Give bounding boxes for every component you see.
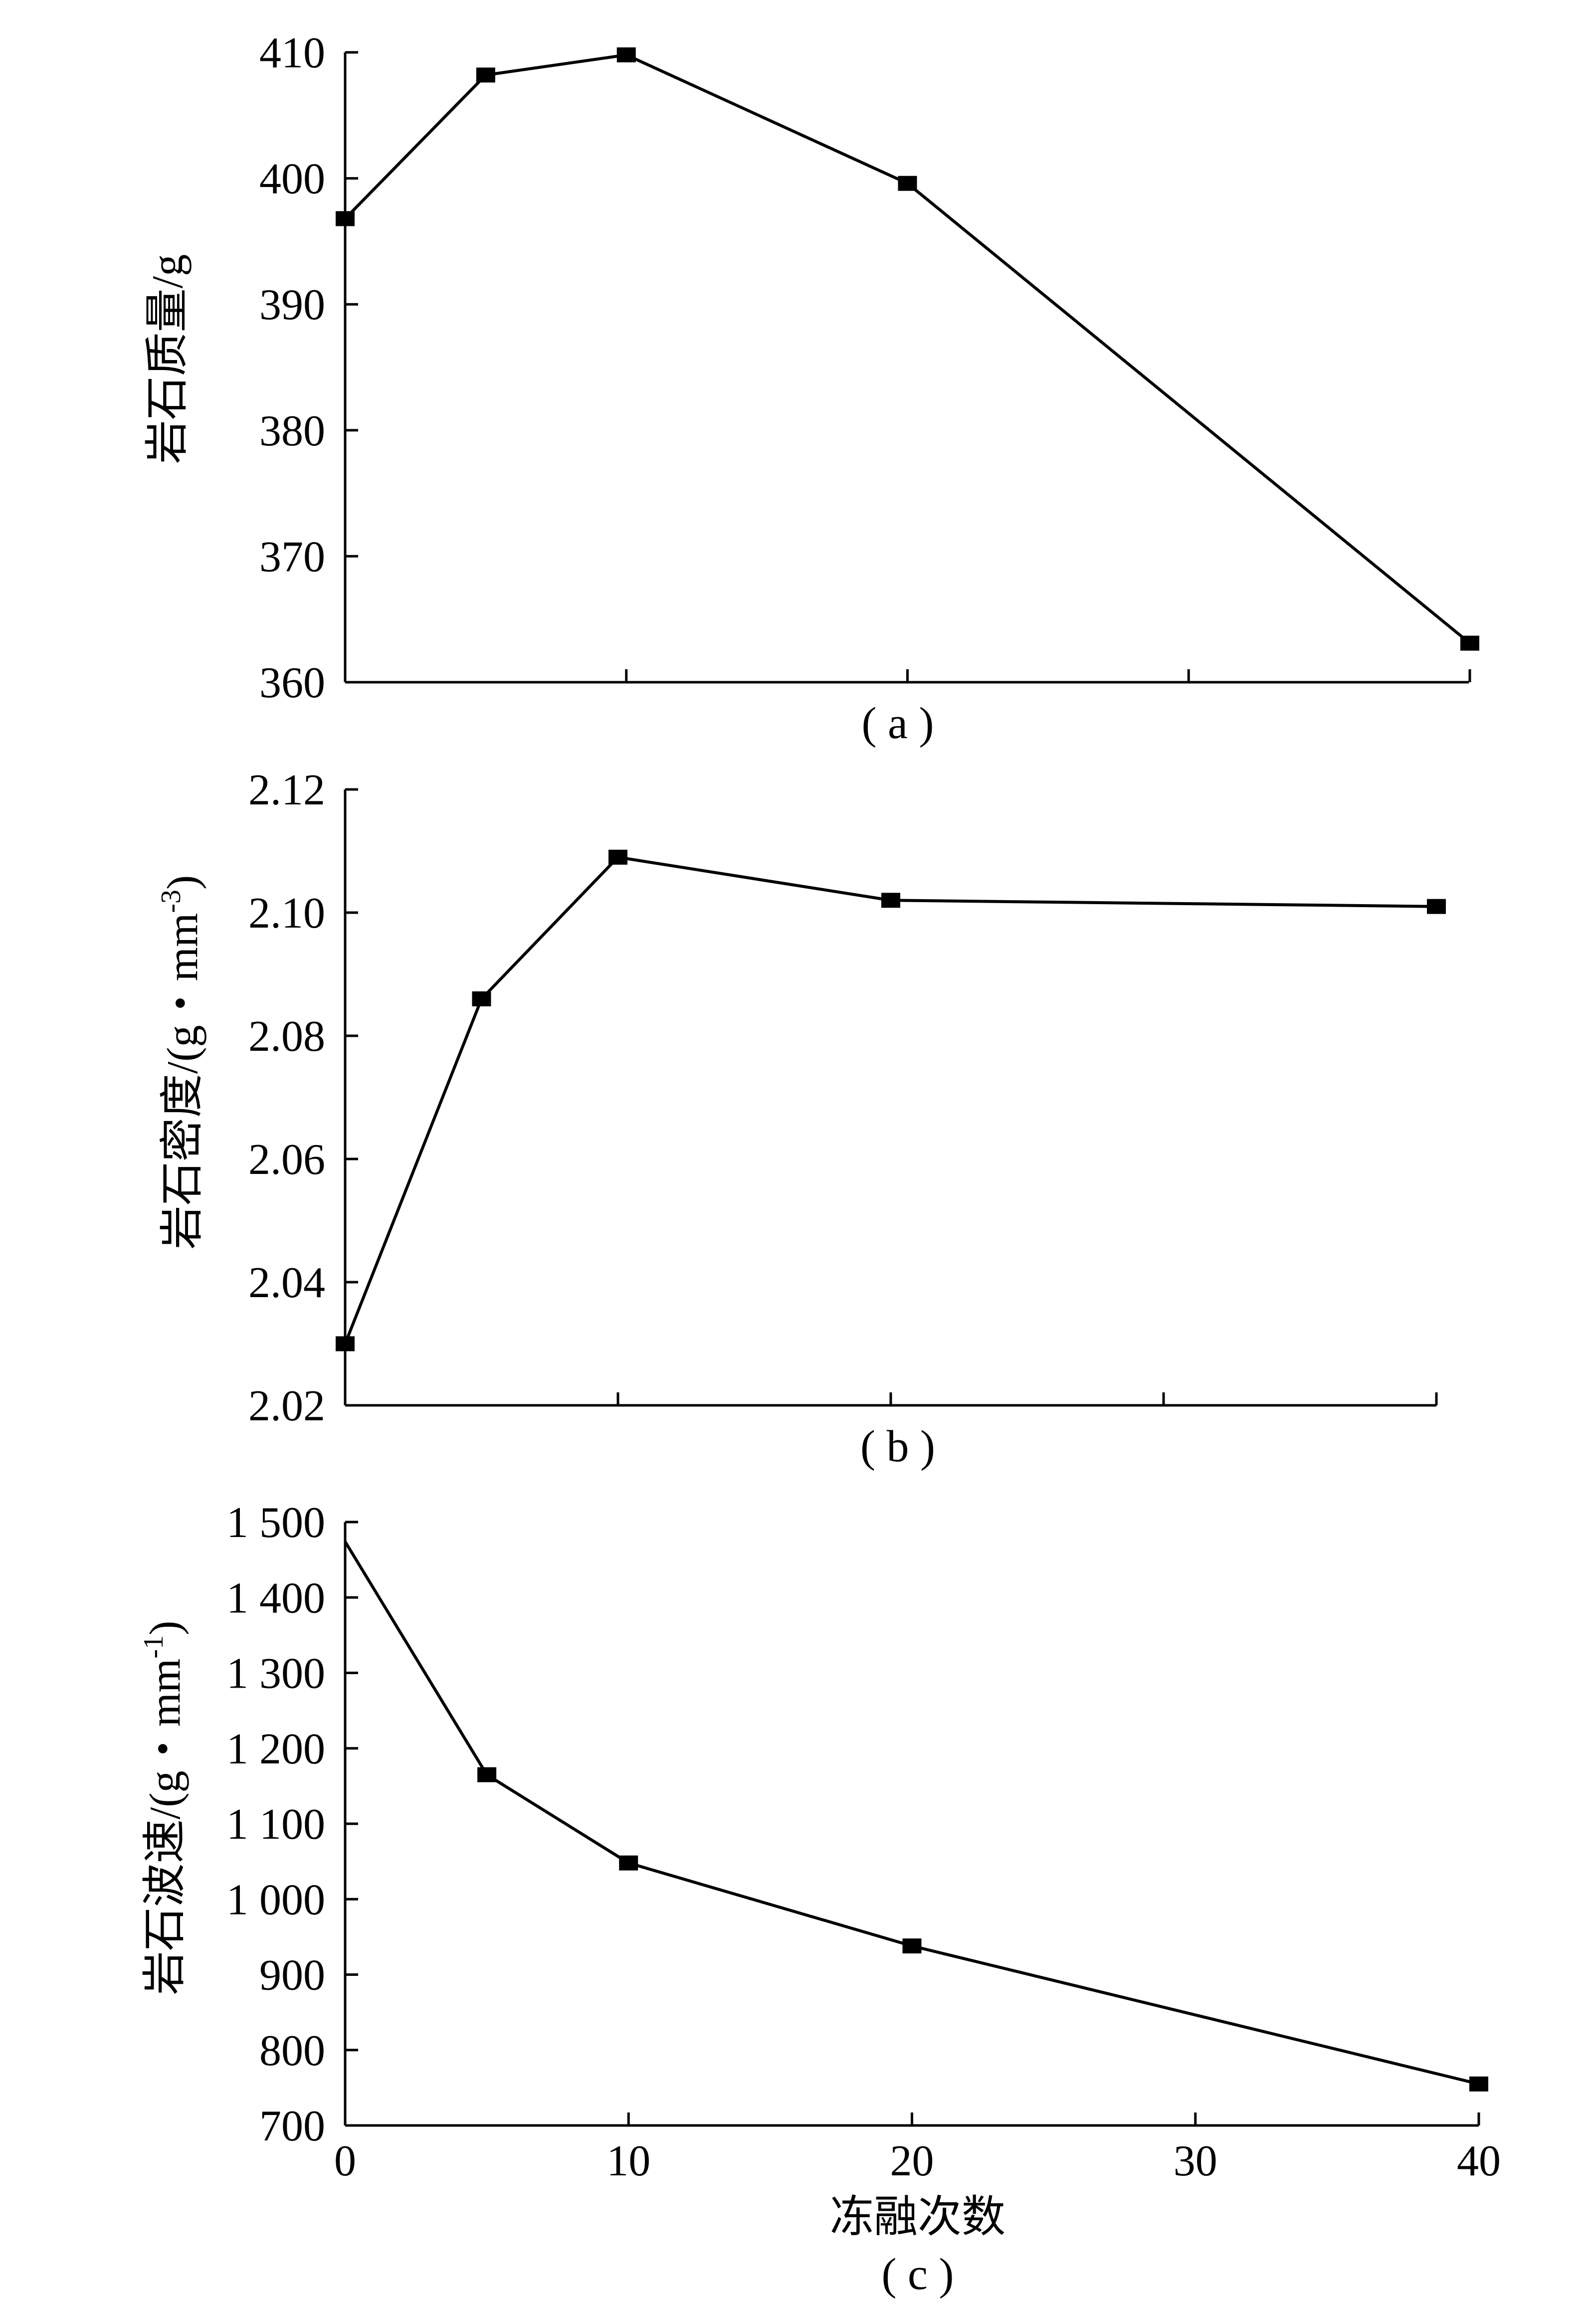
- y-tick-label-c: 800: [259, 2027, 325, 2075]
- data-point-b: [881, 893, 900, 908]
- y-tick-label-b: 2.12: [248, 766, 325, 814]
- data-point-a: [616, 47, 636, 63]
- y-tick-label-a: 380: [259, 407, 325, 455]
- x-tick-label-c: 0: [334, 2137, 356, 2185]
- y-tick-label-b: 2.06: [248, 1136, 325, 1184]
- y-tick-label-c: 900: [259, 1951, 325, 2000]
- y-tick-label-b: 2.08: [248, 1012, 325, 1061]
- x-tick-label-c: 30: [1174, 2137, 1217, 2185]
- series-line-a: [344, 53, 1471, 645]
- panel-label-c: ( c ): [882, 2250, 954, 2299]
- panel-b: 岩石密度/(g・mm-3) ( b ) 2.02 2.04 2.06 2.08 2.10…: [156, 766, 1446, 1471]
- data-point-a: [336, 211, 355, 226]
- y-tick-label-a: 390: [259, 281, 325, 329]
- data-point-a: [898, 176, 917, 191]
- data-point-b: [1427, 899, 1446, 914]
- y-tick-label-a: 400: [259, 155, 325, 203]
- y-tick-label-b: 2.04: [248, 1259, 325, 1307]
- data-point-c: [902, 1938, 922, 1954]
- y-tick-label-c: 1 300: [226, 1650, 325, 1698]
- y-axis-title-c-main: 岩石波速/(g・mm: [141, 1659, 190, 1995]
- data-point-b: [472, 991, 491, 1006]
- y-tick-label-c: 700: [259, 2102, 325, 2150]
- data-point-a: [1460, 635, 1479, 651]
- y-axis-title-c-end: ): [141, 1621, 190, 1635]
- series-line-c: [344, 1540, 1479, 2086]
- x-tick-label-c: 20: [890, 2137, 934, 2185]
- y-tick-label-c: 1 200: [226, 1725, 325, 1773]
- y-tick-label-a: 360: [259, 659, 325, 707]
- panel-label-a: ( a ): [862, 699, 934, 748]
- y-axis-title-c-sup: -1: [138, 1635, 169, 1659]
- y-axis-title-b: 岩石密度/(g・mm-3): [156, 875, 207, 1250]
- y-tick-label-b: 2.10: [248, 889, 325, 938]
- y-tick-label-b: 2.02: [248, 1382, 325, 1430]
- panel-c: 岩石波速/(g・mm-1) 冻融次数 ( c ) 700 800 900 1 000 1…: [138, 1499, 1501, 2299]
- y-axis-title-b-sup: -3: [156, 890, 187, 913]
- y-axis-title-b-main: 岩石密度/(g・mm: [159, 913, 207, 1250]
- panel-label-b: ( b ): [860, 1422, 935, 1471]
- y-axis-title-a: 岩石质量/g: [144, 254, 192, 464]
- x-tick-label-c: 10: [606, 2137, 650, 2185]
- data-point-c: [619, 1855, 638, 1871]
- y-tick-label-c: 1 000: [226, 1876, 325, 1924]
- data-point-c: [477, 1767, 497, 1782]
- y-tick-label-a: 370: [259, 533, 325, 581]
- y-axis-title-b-end: ): [159, 875, 207, 890]
- panel-a: 岩石质量/g ( a ) 360 370 380 390 400 410: [144, 29, 1479, 748]
- series-line-b: [344, 855, 1437, 1344]
- data-point-c: [1469, 2076, 1488, 2092]
- y-tick-label-a: 410: [259, 29, 325, 77]
- y-axis-title-c: 岩石波速/(g・mm-1): [138, 1621, 190, 1995]
- data-point-a: [476, 67, 495, 83]
- data-point-b: [608, 849, 627, 865]
- x-tick-label-c: 40: [1457, 2137, 1501, 2185]
- data-point-b: [336, 1336, 355, 1351]
- y-tick-label-c: 1 500: [226, 1499, 325, 1547]
- x-axis-title-c: 冻融次数: [830, 2193, 1005, 2242]
- y-tick-label-c: 1 100: [226, 1800, 325, 1849]
- y-tick-label-c: 1 400: [226, 1574, 325, 1622]
